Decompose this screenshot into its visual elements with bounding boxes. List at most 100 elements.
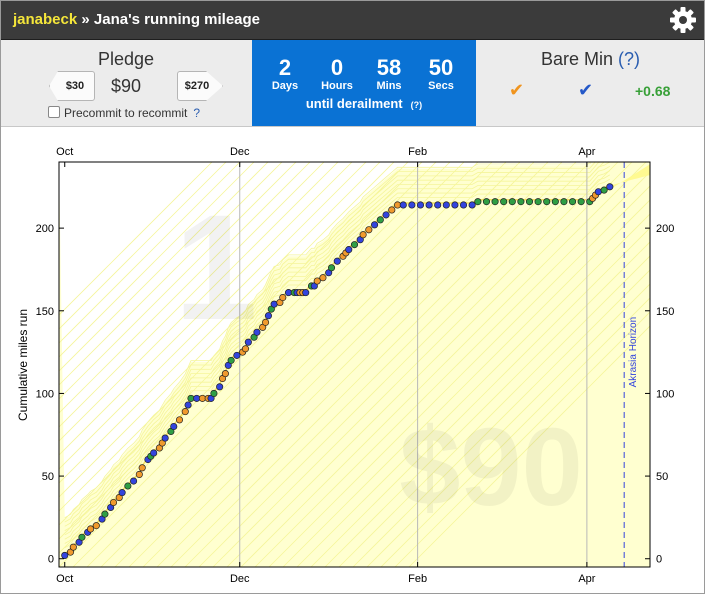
x-tick-label-top: Dec xyxy=(230,146,250,158)
datapoint xyxy=(543,198,551,206)
datapoint xyxy=(175,416,184,424)
bare-min-heading: Bare Min (?) xyxy=(477,49,704,70)
datapoint xyxy=(459,201,468,209)
decrease-pledge-button[interactable]: $30 xyxy=(49,71,95,101)
road-hatch-line xyxy=(366,283,650,567)
pledge-label: Pledge xyxy=(97,49,155,69)
axes: Oct Oct Dec Dec Feb Feb Apr Apr 0 0 50 50 100 100 150 1… xyxy=(36,146,675,585)
road-hatch-line xyxy=(114,162,521,567)
x-tick-label-top: Oct xyxy=(56,146,73,158)
datapoint xyxy=(227,356,235,364)
road-hatch-line xyxy=(59,162,451,554)
road-future xyxy=(604,164,650,194)
road-hatch-line xyxy=(296,213,650,567)
y-tick-label-right: 200 xyxy=(656,223,674,235)
y-tick-label-left: 100 xyxy=(36,388,54,400)
title-bar: janabeck » Jana's running mileage xyxy=(1,1,704,40)
datapoints xyxy=(61,183,614,559)
days-watermark: 1 xyxy=(174,183,257,351)
precommit-checkbox[interactable] xyxy=(48,106,60,118)
datapoint xyxy=(302,289,310,297)
horizon-label: Akrasia Horizon xyxy=(628,317,639,388)
road-hatch-line xyxy=(59,162,297,400)
datapoint xyxy=(161,434,169,442)
datapoint xyxy=(399,201,407,209)
datapoint xyxy=(333,257,341,265)
x-tick-label-top: Apr xyxy=(578,146,595,158)
datapoint xyxy=(500,198,508,206)
datapoint xyxy=(244,338,252,346)
datapoint xyxy=(61,551,69,559)
road-contour-line xyxy=(64,170,611,540)
title-separator: » xyxy=(77,11,94,28)
datapoint xyxy=(577,198,585,206)
datapoint xyxy=(525,198,534,206)
days-value: 2 xyxy=(278,55,292,80)
derailment-countdown: 2 Days 0 Hours 58 Mins 50 Secs until der… xyxy=(252,40,476,126)
road-hatch-line xyxy=(100,162,507,567)
until-derailment-label: until derailment xyxy=(305,96,403,111)
y-tick-label-right: 150 xyxy=(656,306,674,318)
y-axis-label: Cumulative miles run xyxy=(16,309,30,421)
days-label: Days xyxy=(271,80,299,92)
username-link[interactable]: janabeck xyxy=(13,11,78,28)
datapoint xyxy=(408,201,416,209)
road-contour-line xyxy=(64,174,611,544)
road-hatch-line xyxy=(198,162,605,567)
datapoint xyxy=(376,216,384,224)
datapoint xyxy=(568,198,577,206)
grid-lines xyxy=(239,162,588,567)
datapoint xyxy=(508,198,516,206)
datapoint xyxy=(264,312,272,320)
road-contour-line xyxy=(64,178,611,549)
countdown-help-link[interactable]: (?) xyxy=(410,100,423,110)
y-tick-label-left: 150 xyxy=(36,306,54,318)
hours-label: Hours xyxy=(321,80,353,92)
x-tick-label-top: Feb xyxy=(408,146,427,158)
datapoint xyxy=(606,183,614,191)
road-hatch-line xyxy=(59,162,339,442)
datapoint xyxy=(382,211,390,219)
road-hatch-line xyxy=(352,269,650,567)
road-hatch-line xyxy=(59,162,353,456)
gear-icon[interactable] xyxy=(668,5,698,35)
road-hatch-line xyxy=(59,162,213,316)
road-hatch-line xyxy=(282,199,650,567)
road-contour-line xyxy=(64,162,593,519)
datapoint xyxy=(181,408,189,416)
akrasia-horizon: Akrasia Horizon xyxy=(623,162,639,567)
road-hatch-line xyxy=(254,171,650,567)
goal-title: janabeck » Jana's running mileage xyxy=(13,11,260,28)
road-hatch-line xyxy=(156,162,563,567)
datapoint xyxy=(327,264,336,272)
pledge-panel: Pledge $30 $90 $270 Precommit to recommi… xyxy=(1,40,251,126)
road-hatch-line xyxy=(86,162,493,567)
bare-min-help-link[interactable]: (?) xyxy=(618,49,641,69)
precommit-option: Precommit to recommit? xyxy=(48,106,200,120)
pledge-amount: $90 xyxy=(110,76,142,96)
datapoint xyxy=(442,201,450,209)
precommit-help-link[interactable]: ? xyxy=(193,106,201,120)
road-contour-line xyxy=(64,162,596,523)
road-hatch-line xyxy=(170,162,577,567)
datapoint xyxy=(241,345,250,353)
datapoint xyxy=(170,422,178,431)
datapoint xyxy=(451,201,459,209)
datapoint xyxy=(87,525,95,533)
datapoint xyxy=(534,198,542,206)
datapoint xyxy=(560,198,568,206)
x-tick-label-bottom: Dec xyxy=(230,573,250,585)
datapoint xyxy=(279,294,287,302)
orange-check-icon: ✔ xyxy=(509,80,525,100)
datapoint xyxy=(118,489,126,497)
goal-graph: 1 $90 Akrasia Horizon Oct Oct Dec Dec Feb Feb… xyxy=(1,127,704,593)
plot-frame xyxy=(58,161,651,568)
yellow-brick-road xyxy=(59,162,650,567)
datapoint xyxy=(135,470,143,478)
datapoint xyxy=(371,221,379,229)
road-hatch-line xyxy=(59,162,241,344)
road-hatch-line xyxy=(59,162,381,484)
y-tick-label-right: 100 xyxy=(656,388,674,400)
datapoint xyxy=(78,533,86,541)
x-tick-label-bottom: Oct xyxy=(56,573,73,585)
